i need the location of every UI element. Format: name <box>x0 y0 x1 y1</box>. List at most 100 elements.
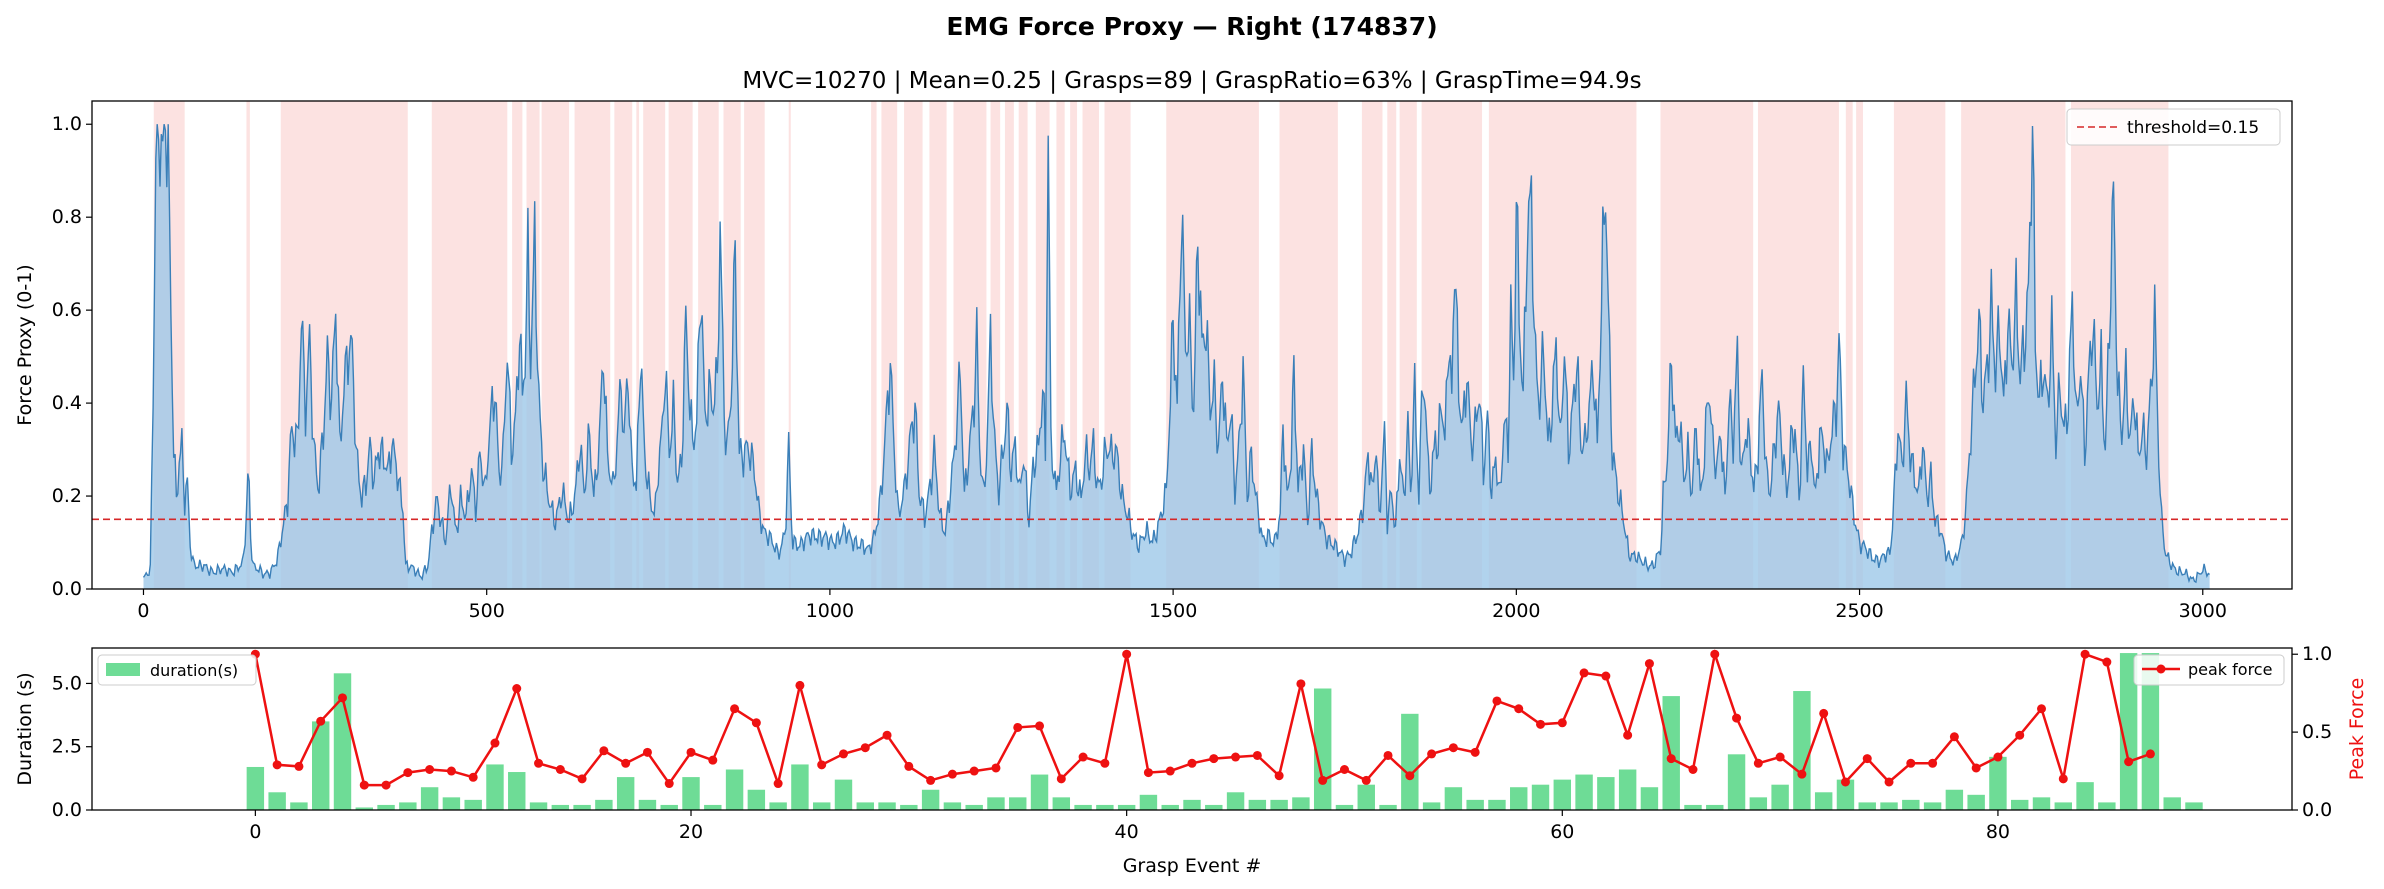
peak-force-point <box>1013 722 1023 732</box>
force-panel-title: MVC=10270 | Mean=0.25 | Grasps=89 | Gras… <box>742 68 1641 94</box>
duration-bar <box>1510 787 1528 810</box>
x-tick-label: 1500 <box>1149 600 1197 622</box>
peak-force-point <box>599 746 609 756</box>
x-tick-label: 20 <box>679 821 703 843</box>
peak-force-point <box>1231 752 1241 762</box>
force-axes-frame <box>91 100 2293 590</box>
peak-force-point <box>1078 752 1088 762</box>
duration-bar <box>1880 802 1898 810</box>
peak-force-point <box>1601 671 1611 681</box>
duration-bar <box>725 769 744 810</box>
grasp-region <box>512 101 523 589</box>
duration-bar <box>442 797 461 810</box>
y-tick-label: 0.2 <box>52 485 82 507</box>
duration-bar <box>1597 777 1615 810</box>
duration-bar <box>747 789 766 810</box>
y-tick-label: 5.0 <box>52 672 82 694</box>
duration-bar <box>1684 804 1702 810</box>
peak-legend-box <box>2133 654 2285 686</box>
peak-force-point <box>1383 750 1393 760</box>
force-area <box>142 124 2210 589</box>
grasp-region <box>1018 101 1028 589</box>
peak-force-point <box>1296 679 1306 689</box>
peak-force-point <box>425 765 435 774</box>
grasp-region <box>636 101 640 589</box>
peak-force-point <box>1100 758 1110 768</box>
duration-bar <box>1205 804 1223 810</box>
x-tick-label: 80 <box>1986 821 2010 843</box>
force-legend: threshold=0.15 <box>2066 108 2281 146</box>
duration-bar <box>1575 774 1593 810</box>
duration-bar <box>290 802 308 810</box>
duration-bar <box>1531 784 1550 810</box>
peak-force-point <box>512 684 522 693</box>
peak-force-point <box>1361 775 1371 785</box>
peak-force-point <box>1928 758 1938 768</box>
duration-bar <box>616 777 635 810</box>
duration-bar <box>1226 792 1245 810</box>
duration-bar <box>1640 787 1659 810</box>
peak-force-point <box>1165 766 1175 776</box>
peak-force-point <box>1884 777 1894 787</box>
y-tick-label: 1.0 <box>52 113 82 135</box>
peak-force-point <box>1470 747 1480 757</box>
peak-force-point <box>947 769 957 779</box>
duration-bar <box>2098 802 2116 810</box>
peak-force-point <box>1557 718 1567 728</box>
duration-bar <box>2185 802 2203 810</box>
duration-bar <box>1749 797 1768 810</box>
duration-bar <box>856 802 874 810</box>
duration-bar <box>1858 802 1876 810</box>
duration-bar <box>1117 804 1136 810</box>
peak-force-point <box>1318 775 1328 785</box>
peak-force-point <box>969 766 979 776</box>
x-tick-label: 2500 <box>1835 600 1883 622</box>
peak-force-point <box>294 761 304 771</box>
duration-bar <box>1967 794 1985 810</box>
peak-force-point <box>577 774 587 784</box>
duration-legend-label: duration(s) <box>150 661 238 680</box>
force-legend-box <box>2066 108 2281 146</box>
duration-bar <box>1466 799 1484 810</box>
grasp-ylabel: Duration (s) <box>14 672 36 785</box>
duration-bar <box>1488 799 1506 810</box>
duration-bar <box>2032 797 2051 810</box>
peak-force-point <box>1339 765 1349 774</box>
duration-bar <box>769 802 787 810</box>
duration-bar <box>529 802 548 810</box>
duration-bar <box>312 721 330 810</box>
peak-force-point <box>1579 668 1589 678</box>
grasp-region <box>788 101 791 589</box>
duration-bar <box>1379 804 1397 810</box>
duration-bar <box>2119 653 2138 810</box>
peak-force-point <box>1623 730 1633 740</box>
peak-force-point <box>359 780 369 790</box>
grasp-y2label: Peak Force <box>2346 678 2368 781</box>
peak-force-point <box>2124 757 2134 767</box>
duration-bar <box>791 764 809 810</box>
duration-bar <box>2076 782 2094 810</box>
peak-force-point <box>490 738 500 748</box>
peak-force-point <box>904 761 914 771</box>
duration-bar <box>333 673 352 810</box>
grasp-region <box>871 101 877 589</box>
grasp-region <box>1056 101 1065 589</box>
duration-bar <box>1009 797 1027 810</box>
duration-bar <box>246 766 265 810</box>
duration-bar <box>1444 787 1463 810</box>
peak-force-point <box>1971 763 1981 773</box>
peak-force-point <box>1906 758 1916 768</box>
peak-force-point <box>1688 765 1698 774</box>
peak-force-point <box>1666 754 1676 764</box>
peak-force-point <box>708 755 718 765</box>
peak-force-point <box>2037 704 2047 714</box>
grasp-region <box>1387 101 1397 589</box>
duration-bar <box>573 804 591 810</box>
duration-bar <box>943 802 962 810</box>
duration-bar <box>1945 789 1964 810</box>
duration-bar <box>1553 779 1572 810</box>
duration-bar <box>464 799 482 810</box>
peak-force-point <box>2058 774 2068 784</box>
duration-legend: duration(s) <box>97 654 257 686</box>
